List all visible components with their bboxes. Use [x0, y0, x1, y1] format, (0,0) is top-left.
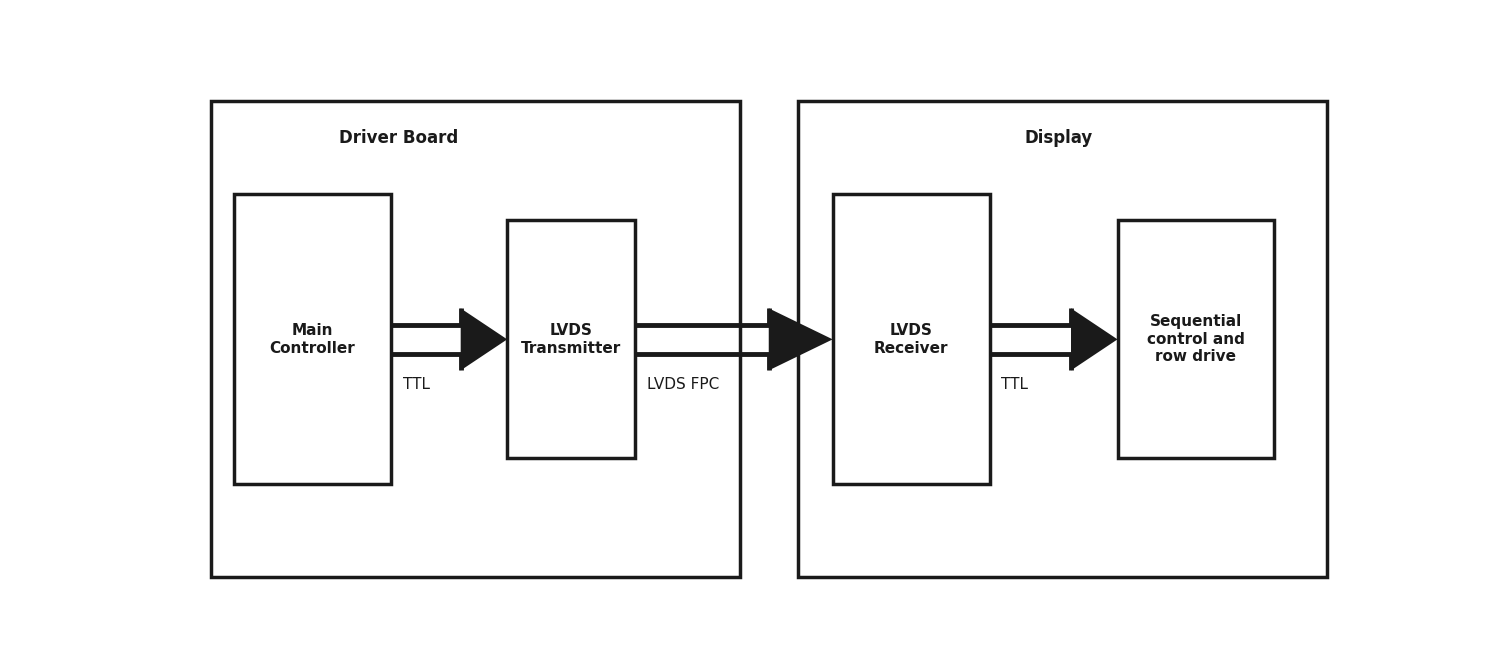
Polygon shape [768, 308, 832, 370]
Text: TTL: TTL [1002, 377, 1029, 392]
Text: Sequential
control and
row drive: Sequential control and row drive [1148, 314, 1245, 364]
Bar [798, 101, 1326, 577]
Text: LVDS
Receiver: LVDS Receiver [874, 323, 948, 355]
Bar [1118, 220, 1275, 458]
Text: Driver Board: Driver Board [339, 128, 458, 146]
Polygon shape [1071, 308, 1118, 370]
Text: LVDS
Transmitter: LVDS Transmitter [520, 323, 621, 355]
Bar [234, 194, 392, 485]
Polygon shape [460, 308, 507, 370]
Text: LVDS FPC: LVDS FPC [646, 377, 718, 392]
Text: Main
Controller: Main Controller [270, 323, 356, 355]
Bar [507, 220, 634, 458]
Text: Display: Display [1024, 128, 1092, 146]
Text: TTL: TTL [402, 377, 429, 392]
Bar [833, 194, 990, 485]
Bar [210, 101, 740, 577]
